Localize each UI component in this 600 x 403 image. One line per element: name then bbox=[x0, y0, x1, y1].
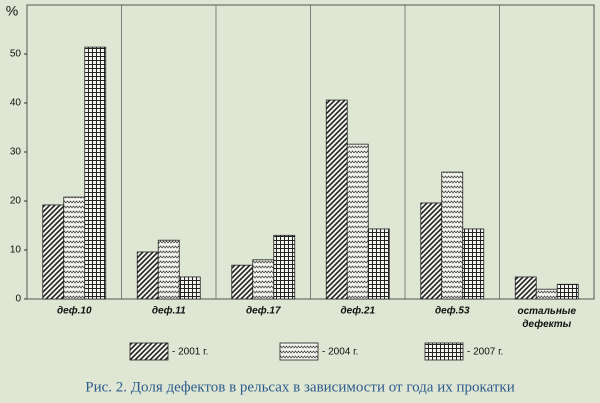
legend-label: - 2001 г. bbox=[172, 347, 208, 358]
y-axis-label: % bbox=[6, 3, 18, 19]
y-tick-label: 40 bbox=[10, 98, 22, 109]
legend-swatch bbox=[424, 342, 464, 361]
bar bbox=[535, 288, 558, 300]
bar bbox=[346, 143, 369, 300]
y-tick-label: 0 bbox=[15, 294, 21, 305]
bar bbox=[63, 196, 86, 300]
bar bbox=[325, 99, 348, 300]
x-tick-label: деф.17 bbox=[246, 305, 281, 317]
caption: Рис. 2. Доля дефектов в рельсах в зависи… bbox=[85, 379, 514, 395]
bar bbox=[157, 239, 180, 300]
bar bbox=[273, 234, 296, 300]
bar bbox=[252, 259, 275, 300]
y-tick-label: 50 bbox=[10, 49, 22, 60]
x-tick-label: деф.10 bbox=[57, 305, 92, 317]
y-tick-label: 20 bbox=[10, 196, 22, 207]
legend-label: - 2004 г. bbox=[322, 347, 358, 358]
legend-label: - 2007 г. bbox=[467, 347, 503, 358]
y-tick-label: 10 bbox=[10, 245, 22, 256]
legend-swatch bbox=[129, 342, 169, 361]
bar bbox=[42, 204, 65, 300]
bar bbox=[514, 276, 537, 300]
bar bbox=[178, 276, 201, 300]
y-tick-label: 30 bbox=[10, 147, 22, 158]
bar bbox=[84, 46, 107, 300]
bar bbox=[367, 228, 390, 300]
x-tick-label: остальные дефекты bbox=[517, 306, 576, 330]
legend-swatch bbox=[279, 342, 319, 361]
bar bbox=[420, 202, 443, 300]
x-tick-label: деф.11 bbox=[152, 305, 186, 317]
bar bbox=[231, 264, 254, 300]
bar bbox=[441, 171, 464, 300]
bar bbox=[462, 228, 485, 300]
bar bbox=[556, 283, 579, 300]
bar bbox=[136, 251, 159, 300]
x-tick-label: деф.53 bbox=[435, 305, 470, 317]
x-tick-label: деф.21 bbox=[340, 305, 375, 317]
